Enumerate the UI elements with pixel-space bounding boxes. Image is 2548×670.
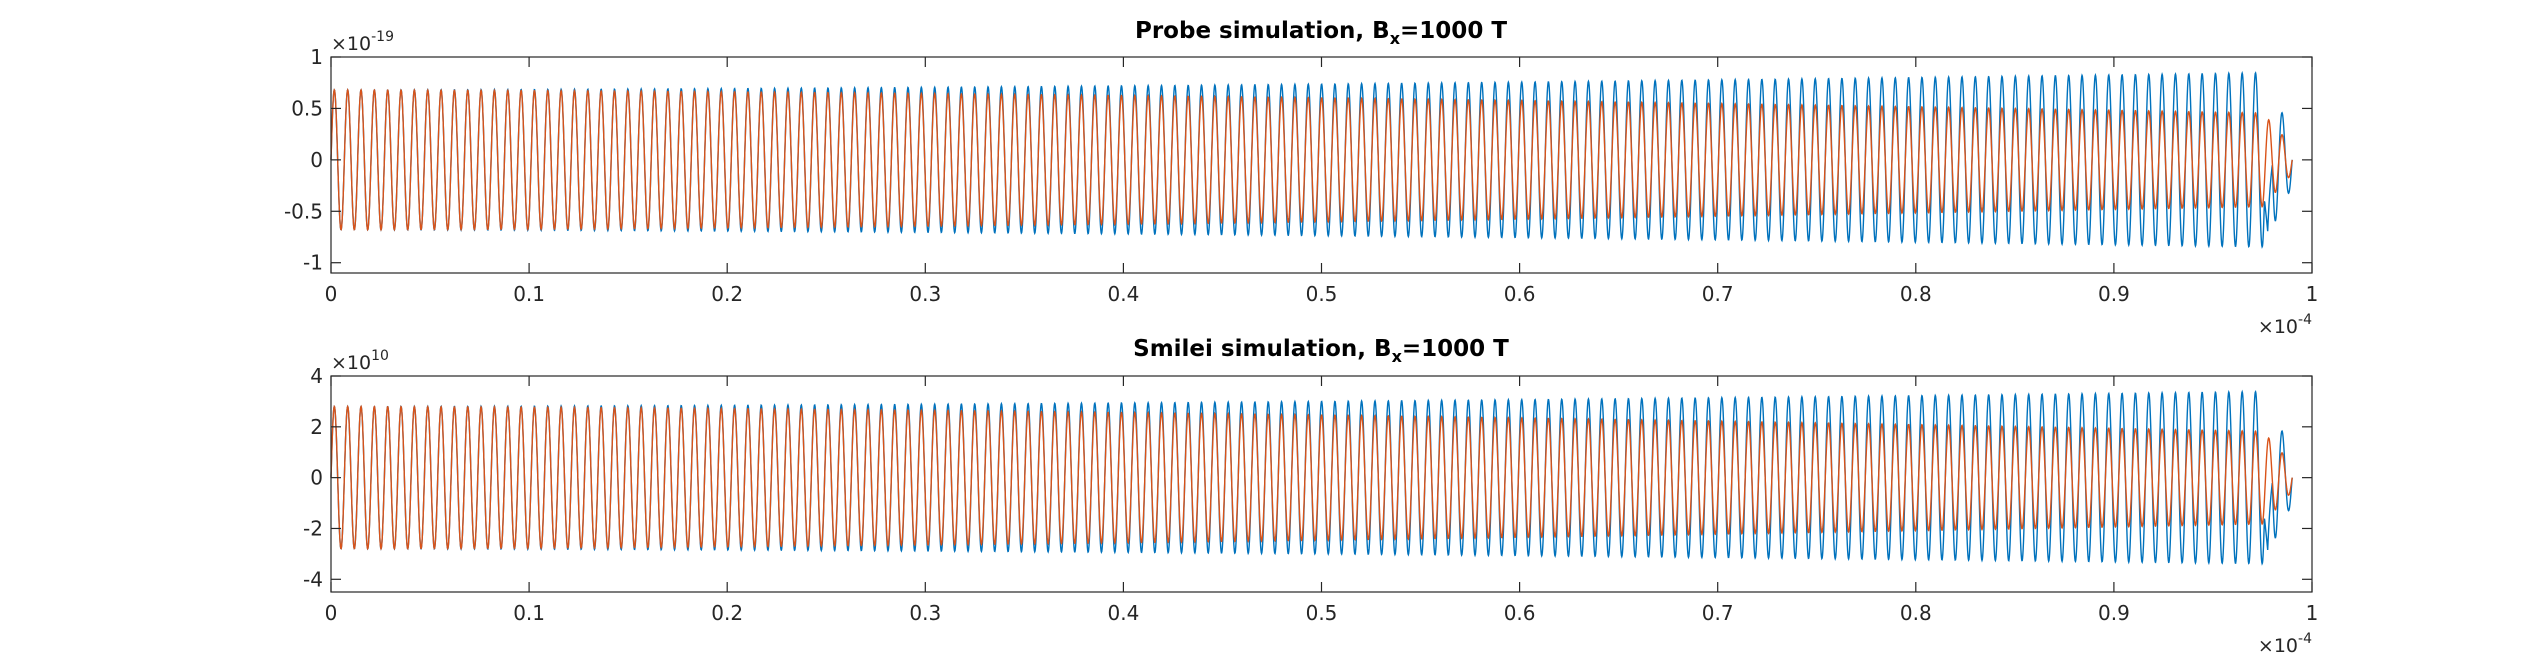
y-tick-label: -0.5 [284, 199, 323, 223]
title-subscript: x [1390, 29, 1401, 48]
y-tick-label: 2 [310, 415, 323, 439]
x-tick-label: 0.6 [1504, 601, 1536, 625]
x-tick-label: 0.8 [1900, 601, 1932, 625]
x-exponent-base: ×10 [2258, 316, 2298, 338]
y-tick-label: 0.5 [291, 96, 323, 120]
x-tick-label: 0.1 [513, 601, 545, 625]
axes-smilei: 0 0.1 0.2 0.3 0.4 0.5 0.6 0.7 0.8 0.9 1 -4 -2 0 2 4 Sm… [303, 336, 2318, 657]
y-exponent-label: ×1010 [331, 348, 389, 374]
y-ticks: -4 -2 0 2 4 [303, 364, 2312, 591]
x-tick-label: 0.7 [1702, 282, 1734, 306]
x-tick-label: 0 [325, 601, 338, 625]
x-tick-label: 0.5 [1306, 601, 1338, 625]
y-tick-label: -2 [303, 516, 323, 540]
x-tick-label: 0.9 [2098, 282, 2130, 306]
plot-lines [330, 70, 2293, 249]
y-tick-label: 1 [310, 45, 323, 69]
x-exponent-power: -4 [2298, 631, 2312, 647]
x-exponent-label: ×10-4 [2258, 631, 2312, 657]
y-tick-label: -4 [303, 567, 323, 591]
y-ticks: -1 -0.5 0 0.5 1 [284, 45, 2312, 275]
x-tick-label: 0.6 [1504, 282, 1536, 306]
x-tick-label: 0.9 [2098, 601, 2130, 625]
title-suffix: =1000 T [1402, 336, 1509, 362]
x-tick-label: 0.1 [513, 282, 545, 306]
title-text: Probe simulation, B [1135, 18, 1390, 44]
plot-lines [330, 389, 2293, 566]
y-exponent-power: -19 [371, 29, 394, 45]
y-exponent-base: ×10 [331, 33, 371, 55]
y-tick-label: -1 [303, 251, 323, 275]
x-tick-label: 0.2 [711, 282, 743, 306]
series-line-2 [330, 404, 2293, 551]
x-exponent-power: -4 [2298, 312, 2312, 328]
chart-title: Smilei simulation, Bx=1000 T [1133, 336, 1509, 366]
chart-title: Probe simulation, Bx=1000 T [1135, 18, 1507, 48]
x-tick-label: 0.4 [1107, 282, 1139, 306]
x-tick-label: 1 [2306, 601, 2319, 625]
y-exponent-base: ×10 [331, 352, 371, 374]
x-tick-label: 0 [325, 282, 338, 306]
x-exponent-base: ×10 [2258, 635, 2298, 657]
x-tick-label: 0.3 [909, 282, 941, 306]
series-line-2 [330, 88, 2293, 232]
title-subscript: x [1392, 347, 1403, 366]
axes-probe: 0 0.1 0.2 0.3 0.4 0.5 0.6 0.7 0.8 0.9 1 -1 -0.5 0 0.5… [284, 18, 2318, 338]
x-tick-label: 0.3 [909, 601, 941, 625]
y-tick-label: 0 [310, 466, 323, 490]
x-tick-label: 1 [2306, 282, 2319, 306]
x-tick-label: 0.5 [1306, 282, 1338, 306]
x-exponent-label: ×10-4 [2258, 312, 2312, 338]
x-tick-label: 0.2 [711, 601, 743, 625]
title-text: Smilei simulation, B [1133, 336, 1391, 362]
x-tick-label: 0.7 [1702, 601, 1734, 625]
y-exponent-power: 10 [371, 348, 389, 364]
title-suffix: =1000 T [1400, 18, 1507, 44]
x-tick-label: 0.4 [1107, 601, 1139, 625]
x-tick-label: 0.8 [1900, 282, 1932, 306]
y-tick-label: 0 [310, 148, 323, 172]
x-ticks: 0 0.1 0.2 0.3 0.4 0.5 0.6 0.7 0.8 0.9 1 [325, 57, 2319, 306]
y-exponent-label: ×10-19 [331, 29, 394, 55]
y-tick-label: 4 [310, 364, 323, 388]
x-ticks: 0 0.1 0.2 0.3 0.4 0.5 0.6 0.7 0.8 0.9 1 [325, 376, 2319, 625]
